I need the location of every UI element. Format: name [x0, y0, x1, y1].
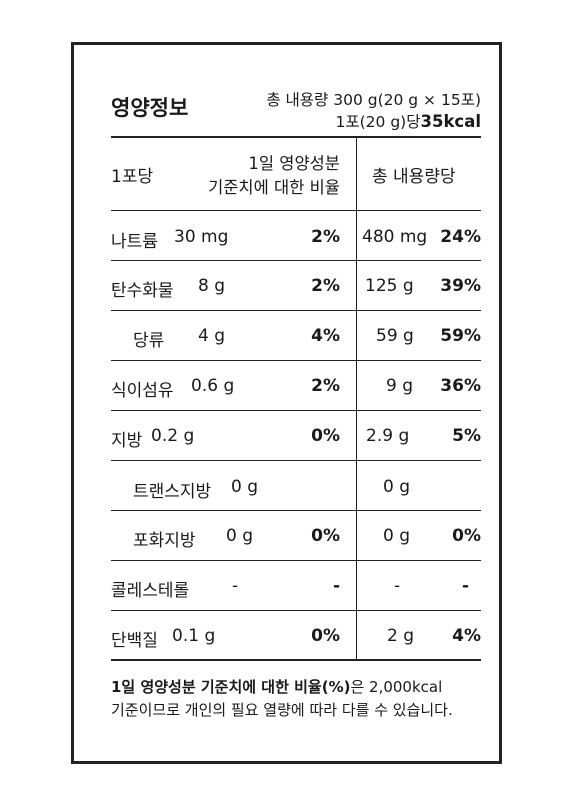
nutrient-total-amount: 9 g: [386, 376, 414, 396]
row-divider: [111, 410, 481, 411]
nutrient-total-pct: 4%: [452, 626, 481, 646]
row-divider: [111, 360, 481, 361]
calories-value: 35kcal: [420, 112, 481, 131]
footer-divider: [111, 659, 481, 661]
per-serving-label: 1포(20 g)당: [335, 113, 421, 131]
nutrient-amount: 4 g: [198, 326, 226, 346]
nutrient-amount: 0.6 g: [191, 376, 235, 396]
row-divider: [111, 310, 481, 311]
panel-title: 영양정보: [111, 96, 189, 120]
row-divider: [111, 560, 481, 561]
nutrient-total-amount: -: [394, 576, 401, 596]
nutrient-name: 식이섬유: [111, 381, 174, 401]
nutrient-total-pct: 59%: [440, 326, 481, 346]
nutrient-total-pct: -: [461, 576, 469, 596]
nutrient-name: 당류: [133, 331, 165, 351]
col-header-total: 총 내용량당: [372, 167, 456, 187]
row-divider: [111, 510, 481, 511]
nutrient-daily-pct: 0%: [311, 426, 340, 446]
nutrient-total-pct: 36%: [440, 376, 481, 396]
nutrient-name: 단백질: [111, 631, 158, 651]
footnote-line-2: 기준이므로 개인의 필요 열량에 따라 다를 수 있습니다.: [111, 701, 453, 719]
nutrient-daily-pct: 0%: [311, 526, 340, 546]
header-divider: [111, 136, 481, 138]
nutrient-total-pct: 24%: [440, 227, 481, 247]
nutrient-name: 포화지방: [133, 531, 196, 551]
nutrient-name: 트랜스지방: [133, 482, 212, 502]
col-header-daily-value-1: 1일 영양성분: [248, 154, 340, 173]
nutrient-daily-pct: 2%: [311, 227, 340, 247]
nutrient-total-amount: 0 g: [383, 477, 411, 497]
nutrient-amount: 30 mg: [174, 227, 229, 247]
nutrient-total-amount: 0 g: [383, 526, 411, 546]
footnote-bold: 1일 영양성분 기준치에 대한 비율(%): [111, 678, 351, 696]
nutrient-amount: 0 g: [231, 477, 259, 497]
nutrient-daily-pct: 0%: [311, 626, 340, 646]
nutrient-amount: -: [232, 576, 239, 596]
row-divider: [111, 610, 481, 611]
nutrient-daily-pct: -: [332, 576, 340, 596]
nutrient-total-pct: 5%: [452, 426, 481, 446]
footnote-line-1: 1일 영양성분 기준치에 대한 비율(%)은 2,000kcal: [111, 676, 442, 697]
nutrient-total-amount: 480 mg: [362, 227, 428, 247]
nutrient-amount: 0.2 g: [151, 426, 195, 446]
nutrient-name: 콜레스테롤: [111, 581, 190, 601]
nutrient-total-amount: 2.9 g: [366, 426, 410, 446]
nutrient-daily-pct: 2%: [311, 276, 340, 296]
nutrient-amount: 0.1 g: [172, 626, 216, 646]
nutrient-total-amount: 125 g: [365, 276, 414, 296]
nutrient-total-amount: 59 g: [376, 326, 414, 346]
per-serving-calories: 1포(20 g)당35kcal: [336, 110, 481, 132]
column-divider: [356, 136, 357, 659]
nutrient-daily-pct: 2%: [311, 376, 340, 396]
nutrient-name: 지방: [111, 431, 143, 451]
total-content: 총 내용량 300 g(20 g × 15포): [266, 91, 481, 109]
footnote-rest: 은 2,000kcal: [350, 678, 443, 696]
nutrient-total-amount: 2 g: [387, 626, 415, 646]
nutrient-name: 탄수화물: [111, 281, 174, 301]
nutrient-total-pct: 39%: [440, 276, 481, 296]
col-header-daily-value-2: 기준치에 대한 비율: [208, 178, 340, 197]
nutrition-facts-panel: [71, 42, 502, 764]
nutrient-name: 나트륨: [111, 232, 158, 252]
nutrient-total-pct: 0%: [452, 526, 481, 546]
row-divider: [111, 210, 481, 211]
nutrient-daily-pct: 4%: [311, 326, 340, 346]
row-divider: [111, 260, 481, 261]
col-header-per-serving: 1포당: [111, 167, 154, 187]
row-divider: [111, 460, 481, 461]
nutrient-amount: 8 g: [198, 276, 226, 296]
nutrient-amount: 0 g: [226, 526, 254, 546]
